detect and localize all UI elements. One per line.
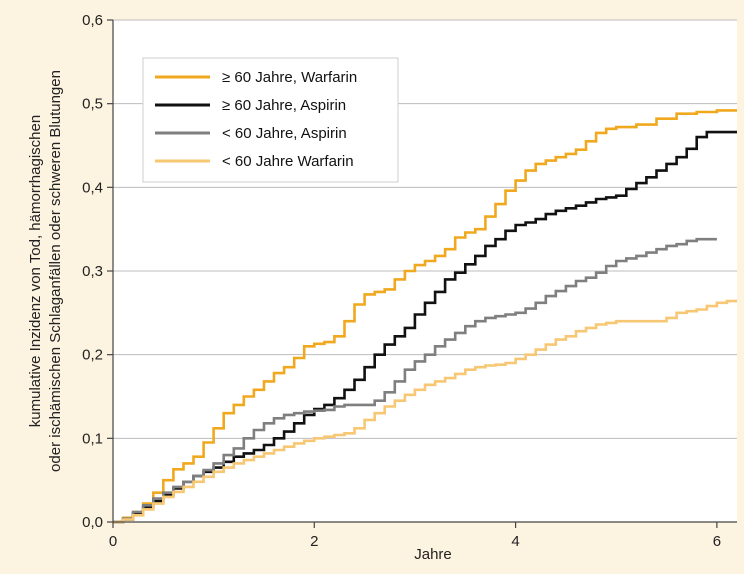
legend-label-2: ≥ 60 Jahre, Aspirin	[222, 97, 346, 114]
y-tick-label: 0,1	[82, 430, 103, 447]
y-tick-label: 0,3	[82, 263, 103, 280]
ticks: 0,0 0,1 0,2 0,3 0,4 0,5 0,6 0 2 4 6	[82, 12, 721, 550]
y-tick-label: 0,2	[82, 347, 103, 364]
x-tick-label: 6	[713, 533, 721, 550]
legend-label-1: ≥ 60 Jahre, Warfarin	[222, 69, 357, 86]
x-tick-label: 2	[310, 533, 318, 550]
y-tick-label: 0,0	[82, 514, 103, 531]
series-line-4	[113, 299, 737, 524]
y-tick-label: 0,4	[82, 179, 103, 196]
x-tick-label: 0	[109, 533, 117, 550]
y-tick-label: 0,5	[82, 96, 103, 113]
series-line-3	[113, 237, 717, 524]
x-tick-label: 4	[511, 533, 519, 550]
legend: ≥ 60 Jahre, Warfarin ≥ 60 Jahre, Aspirin <…	[142, 57, 399, 183]
legend-label-3: < 60 Jahre, Aspirin	[222, 125, 347, 142]
y-axis-title-line-1: kumulative Inzidenz von Tod, hämorrhagis…	[27, 115, 44, 427]
x-axis-title: Jahre	[414, 546, 452, 563]
y-axis-title: kumulative Inzidenz von Tod, hämorrhagis…	[27, 70, 64, 472]
series-layer	[113, 109, 737, 524]
y-tick-label: 0,6	[82, 12, 103, 29]
y-axis-title-line-2: oder ischämischen Schlaganfällen oder sc…	[47, 70, 64, 472]
legend-label-4: < 60 Jahre Warfarin	[222, 153, 354, 170]
series-line-1	[113, 109, 737, 524]
